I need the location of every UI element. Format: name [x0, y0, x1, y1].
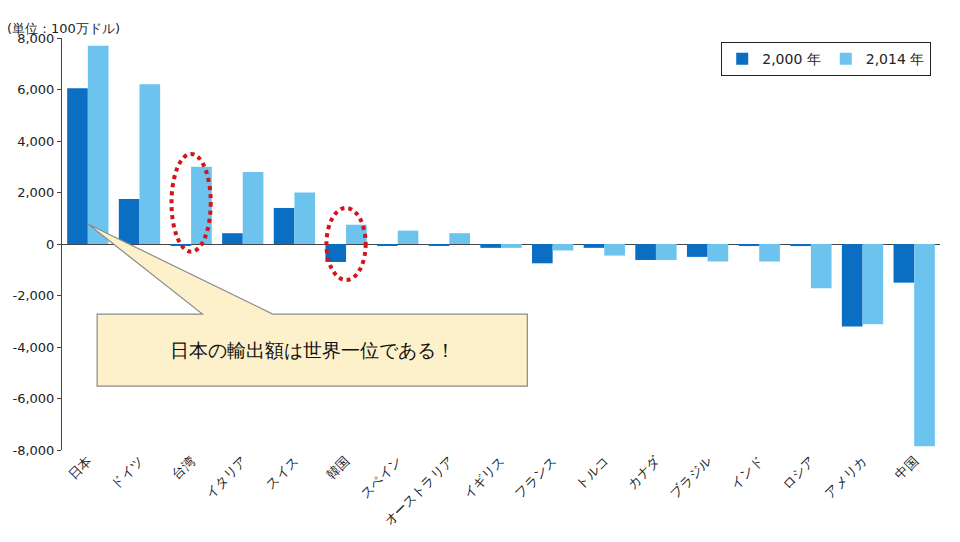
svg-text:韓国: 韓国: [324, 454, 353, 483]
svg-text:日本の輸出額は世界一位である！: 日本の輸出額は世界一位である！: [170, 339, 455, 361]
svg-text:2,000: 2,000: [17, 185, 54, 200]
svg-text:トルコ: トルコ: [573, 454, 611, 492]
svg-text:オーストラリア: オーストラリア: [381, 454, 456, 529]
svg-text:イギリス: イギリス: [460, 454, 507, 501]
svg-text:インド: インド: [728, 454, 766, 492]
svg-text:0: 0: [46, 237, 54, 252]
svg-text:6,000: 6,000: [17, 82, 54, 97]
svg-text:2,014 年: 2,014 年: [866, 51, 925, 67]
svg-text:カナダ: カナダ: [624, 453, 663, 492]
svg-text:ドイツ: ドイツ: [108, 454, 146, 492]
svg-text:-6,000: -6,000: [12, 391, 54, 406]
svg-text:ブラジル: ブラジル: [667, 454, 714, 501]
svg-text:日本: 日本: [66, 454, 95, 483]
svg-text:2,000 年: 2,000 年: [762, 51, 821, 67]
svg-text:中国: 中国: [892, 454, 921, 483]
svg-text:8,000: 8,000: [17, 31, 54, 46]
svg-text:スイス: スイス: [263, 454, 301, 492]
svg-text:台湾: 台湾: [169, 454, 198, 483]
svg-text:アメリカ: アメリカ: [822, 454, 869, 501]
svg-text:-8,000: -8,000: [12, 443, 54, 458]
svg-text:-4,000: -4,000: [12, 340, 54, 355]
svg-text:スペイン: スペイン: [357, 454, 404, 501]
svg-text:フランス: フランス: [512, 454, 559, 501]
svg-text:イタリア: イタリア: [202, 454, 249, 501]
svg-text:4,000: 4,000: [17, 134, 54, 149]
svg-text:ロシア: ロシア: [779, 454, 817, 492]
svg-text:(単位：100万ドル): (単位：100万ドル): [7, 21, 120, 36]
svg-text:-2,000: -2,000: [12, 288, 54, 303]
